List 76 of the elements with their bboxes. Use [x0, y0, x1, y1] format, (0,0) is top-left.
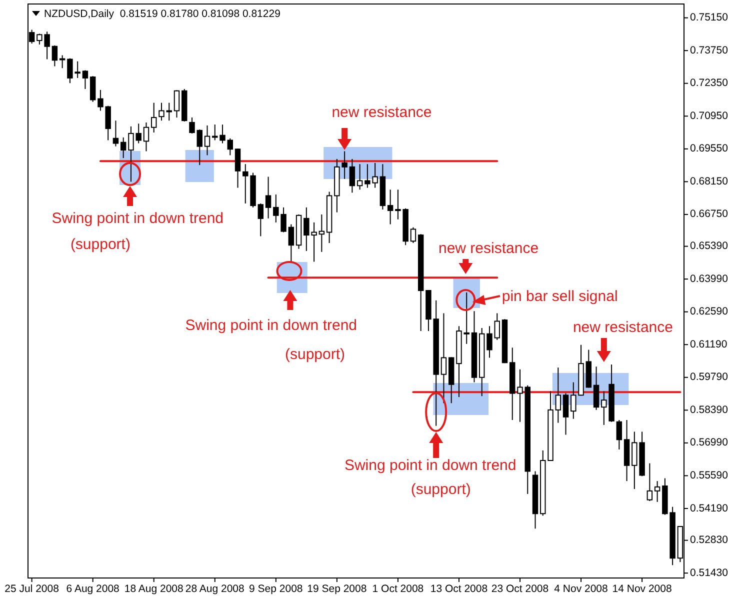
candlestick: [486, 326, 492, 358]
annotation: Swing point in down trend: [344, 457, 516, 474]
candlestick: [52, 44, 58, 67]
x-tick-label: 14 Nov 2008: [612, 582, 672, 595]
candlestick: [494, 312, 500, 340]
annotation: (support): [70, 236, 130, 253]
candlestick: [356, 164, 363, 190]
annotation: pin bar sell signal: [502, 288, 618, 305]
candlestick: [234, 148, 241, 188]
y-tick-label: 0.70950: [690, 110, 728, 122]
y-tick-label: 0.62590: [690, 306, 728, 318]
candlestick: [189, 117, 195, 134]
annotation: new resistance: [332, 104, 432, 121]
y-tick-label: 0.61190: [690, 338, 728, 350]
x-tick-label: 25 Jul 2008: [4, 582, 60, 595]
y-tick-label: 0.55590: [690, 469, 728, 482]
y-tick-label: 0.63990: [690, 272, 728, 285]
annotation: (support): [284, 346, 346, 363]
x-tick-label: 28 Aug 2008: [185, 582, 245, 595]
candlestick: [654, 480, 660, 502]
y-tick-label: 0.75150: [690, 12, 728, 24]
candlestick: [196, 128, 202, 166]
y-tick-label: 0.68150: [690, 175, 728, 188]
candlestick: [440, 312, 447, 404]
candlestick: [59, 54, 66, 69]
annotation: Swing point in down trend: [185, 317, 358, 334]
candlestick: [150, 102, 157, 134]
candlestick: [288, 224, 294, 262]
y-tick-label: 0.72350: [690, 77, 728, 90]
annotation: new resistance: [572, 319, 674, 336]
x-tick-label: 23 Oct 2008: [491, 582, 549, 595]
candlestick: [220, 124, 226, 144]
candlestick: [562, 392, 569, 436]
y-tick-label: 0.66750: [690, 208, 728, 220]
candlestick: [318, 214, 325, 252]
y-tick-label: 0.69550: [690, 142, 728, 155]
candlestick: [349, 158, 356, 194]
y-tick-label: 0.58390: [690, 404, 728, 416]
candlestick: [387, 189, 394, 225]
candlestick: [258, 202, 264, 237]
x-tick-label: 4 Nov 2008: [554, 582, 608, 595]
annotation: new resistance: [438, 240, 539, 257]
candlestick: [517, 368, 523, 422]
candlestick: [158, 102, 164, 122]
x-tick-label: 19 Sep 2008: [307, 582, 367, 595]
candlestick: [616, 419, 622, 450]
chart-title: NZDUSD,Daily 0.81519 0.81780 0.81098 0.81229: [44, 8, 281, 20]
candlestick: [555, 367, 562, 424]
annotation: (support): [410, 481, 471, 498]
y-tick-label: 0.56990: [690, 436, 728, 449]
candlestick: [212, 124, 218, 141]
annotation: Swing point in down trend: [52, 210, 224, 227]
y-tick-label: 0.59790: [690, 371, 728, 384]
candlestick: [143, 122, 150, 152]
candlestick: [646, 462, 653, 502]
y-tick-label: 0.73750: [690, 44, 728, 56]
x-tick-label: 9 Sep 2008: [249, 582, 303, 595]
y-tick-label: 0.52830: [690, 534, 728, 546]
candlestick: [265, 176, 272, 219]
y-tick-label: 0.54190: [690, 502, 728, 514]
candlestick: [166, 102, 172, 122]
x-tick-label: 18 Aug 2008: [124, 582, 184, 595]
candlestick: [90, 76, 96, 102]
y-tick-label: 0.51430: [690, 566, 728, 579]
candlestick: [593, 366, 600, 410]
y-tick-label: 0.65390: [690, 240, 728, 252]
candlestick: [174, 90, 180, 118]
x-tick-label: 6 Aug 2008: [66, 582, 120, 595]
candlestick: [120, 136, 126, 159]
candlestick: [204, 124, 210, 156]
x-tick-label: 13 Oct 2008: [430, 582, 488, 595]
candlestick: [82, 70, 88, 90]
candlestick: [112, 120, 119, 147]
candlestick: [410, 226, 416, 244]
x-tick-label: 1 Oct 2008: [372, 582, 424, 595]
candlestick: [227, 138, 234, 156]
